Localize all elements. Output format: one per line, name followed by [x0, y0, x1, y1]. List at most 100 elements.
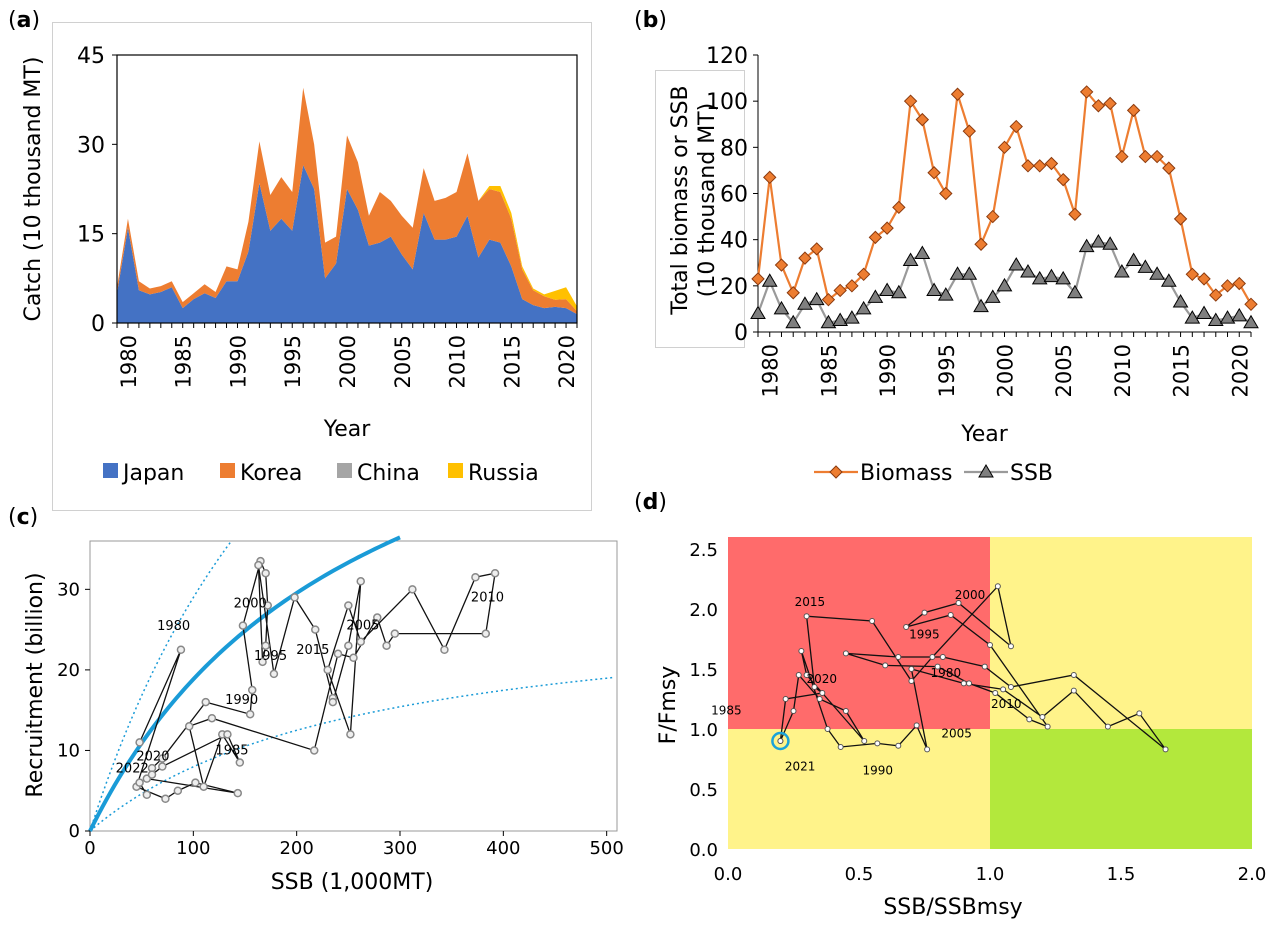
marker-biomass: [798, 251, 812, 265]
legend-label-biomass: Biomass: [860, 461, 953, 486]
marker-biomass: [1232, 276, 1246, 291]
data-point: [908, 666, 915, 672]
x-tick-label: 300: [383, 838, 417, 859]
marker-ssb: [761, 273, 778, 287]
marker-ssb: [914, 245, 931, 260]
year-label: 1985: [711, 704, 742, 718]
year-label: 2000: [955, 588, 986, 602]
chart-b-biomass: 0 20 40 60 80 100 120 1980 1985 1990 1995 2000 2005 2…: [668, 44, 1259, 486]
marker-ssb: [1196, 305, 1212, 320]
data-point: [837, 744, 844, 750]
marker-ssb: [1114, 263, 1130, 278]
data-point: [344, 641, 353, 650]
marker-biomass: [939, 186, 953, 201]
x-tick-label: 100: [176, 838, 210, 859]
marker-biomass: [1115, 149, 1129, 164]
marker-ssb: [855, 300, 872, 315]
x-tick-label: 0: [84, 838, 95, 859]
x-tick-label: 0.0: [714, 864, 743, 885]
x-tick-label: 1.0: [976, 864, 1005, 885]
marker-biomass: [1185, 267, 1200, 281]
year-label: 2020: [806, 672, 837, 686]
marker-biomass: [845, 279, 859, 293]
marker-biomass: [927, 166, 941, 180]
data-point: [147, 770, 157, 779]
quadrant-red: [728, 537, 990, 729]
marker-ssb: [820, 314, 837, 329]
chart-d-kobe: 1980 1985 1990 1995 2000 2005 2010 2015 2020 2021…: [656, 537, 1266, 920]
marker-ssb: [1243, 314, 1259, 329]
y-tick-label: 20: [57, 660, 80, 681]
chart-a-frame: [52, 22, 592, 511]
data-point: [1007, 684, 1014, 690]
year-label: 2005: [941, 726, 972, 740]
data-point: [929, 654, 936, 660]
x-tick-label: 1980: [759, 344, 783, 397]
marker-biomass: [868, 230, 883, 245]
quadrant-yellow-top: [990, 537, 1252, 729]
upper-bound-curve: [89, 541, 232, 832]
marker-ssb: [879, 282, 895, 296]
data-point: [908, 678, 915, 684]
x-tick-label: 1995: [281, 335, 305, 388]
data-point: [191, 778, 200, 787]
data-point: [903, 624, 910, 630]
panel-label-a: (a): [8, 8, 41, 33]
data-point: [161, 794, 170, 804]
data-point: [992, 690, 999, 696]
data-point: [408, 585, 417, 594]
data-point: [238, 621, 248, 630]
legend-marker-biomass: [829, 465, 843, 479]
x-tick-label: 1.5: [1107, 864, 1136, 885]
data-point: [1104, 723, 1111, 730]
x-tick-label: 2015: [500, 335, 524, 388]
panel-label-d: (d): [634, 490, 667, 515]
quadrant-yellow-bottom: [728, 729, 990, 849]
marker-ssb: [785, 314, 802, 329]
marker-biomass: [1150, 149, 1164, 164]
marker-biomass: [1103, 96, 1117, 111]
y-tick-label: 0: [69, 821, 80, 842]
quadrant-green: [990, 729, 1252, 849]
x-axis-label: Year: [323, 417, 372, 442]
y-tick-label: 1.0: [689, 720, 718, 741]
year-label: 1980: [931, 666, 962, 680]
marker-biomass: [1068, 207, 1082, 221]
data-point: [934, 663, 941, 670]
series-line-biomass: [756, 89, 1252, 305]
y-tick-label: 60: [720, 183, 748, 208]
data-point: [803, 613, 810, 620]
marker-ssb: [1137, 259, 1154, 273]
data-point: [1070, 687, 1077, 694]
year-label: 2005: [346, 619, 379, 634]
marker-ssb: [1149, 266, 1165, 280]
marker-biomass: [880, 221, 894, 235]
marker-biomass: [763, 170, 777, 185]
data-point: [987, 642, 993, 648]
data-point: [921, 609, 928, 616]
legend-label-china: China: [357, 461, 420, 486]
legend-swatch-china: [337, 463, 352, 478]
marker-ssb: [1020, 263, 1036, 278]
y-tick-label: 40: [720, 229, 748, 254]
y-tick-label: 30: [77, 133, 105, 158]
x-tick-label: 1980: [117, 335, 141, 388]
x-tick-label: 1990: [226, 335, 250, 388]
y-tick-label: 80: [720, 136, 748, 161]
data-point: [874, 740, 881, 747]
marker-biomass: [950, 87, 965, 101]
data-point: [1070, 672, 1077, 678]
x-tick-label: 2015: [1170, 344, 1194, 397]
marker-ssb: [1102, 236, 1119, 250]
y-tick-label: 30: [57, 579, 80, 600]
year-label: 1995: [254, 649, 287, 664]
year-label: 2020: [136, 750, 169, 765]
marker-biomass: [1009, 119, 1023, 134]
data-point: [782, 696, 789, 702]
marker-ssb: [1207, 312, 1224, 326]
x-tick-label: 2020: [555, 335, 579, 388]
marker-ssb: [1184, 310, 1201, 324]
year-label: 2010: [471, 591, 504, 606]
marker-biomass: [1173, 212, 1188, 226]
marker-ssb: [937, 287, 954, 301]
